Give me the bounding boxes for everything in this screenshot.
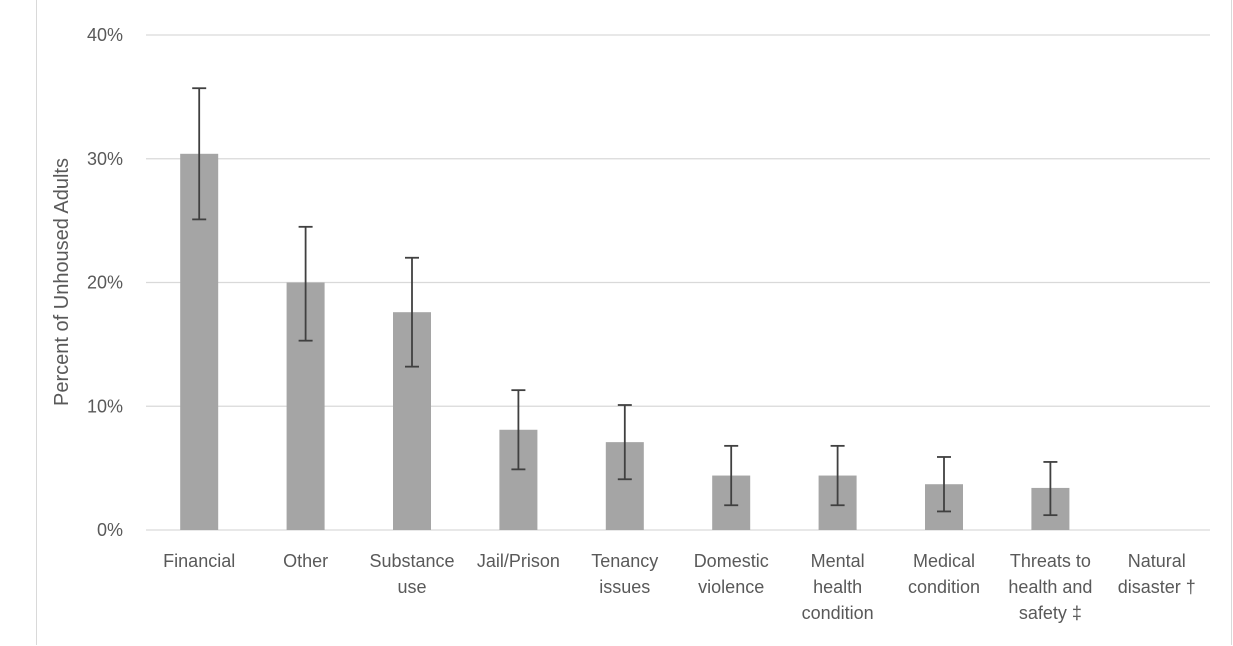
- y-tick-labels: 0% 10% 20% 30% 40%: [87, 25, 123, 540]
- x-tick-label: Financial: [163, 551, 235, 571]
- x-tick-label: Other: [283, 551, 328, 571]
- x-tick-label-line: Tenancy: [591, 551, 658, 571]
- x-tick-label: Domestic violence: [694, 551, 769, 597]
- x-tick-label-line: Threats to: [1010, 551, 1091, 571]
- x-tick-labels: Financial Other Substance use Jail/Prison Ten…: [163, 551, 1196, 623]
- y-tick-label: 20%: [87, 273, 123, 293]
- x-tick-label-line: condition: [802, 603, 874, 623]
- y-axis-label: Percent of Unhoused Adults: [51, 158, 73, 406]
- x-tick-label: Tenancy issues: [591, 551, 658, 597]
- y-tick-label: 40%: [87, 25, 123, 45]
- x-tick-label: Medical condition: [908, 551, 980, 597]
- x-tick-label: Substance use: [369, 551, 454, 597]
- x-tick-label-line: Mental: [811, 551, 865, 571]
- x-tick-label-line: health: [813, 577, 862, 597]
- x-tick-label-line: Medical: [913, 551, 975, 571]
- x-tick-label-line: Substance: [369, 551, 454, 571]
- y-tick-label: 10%: [87, 396, 123, 416]
- y-tick-label: 30%: [87, 149, 123, 169]
- x-tick-label-line: use: [397, 577, 426, 597]
- x-tick-label-line: Other: [283, 551, 328, 571]
- y-tick-label: 0%: [97, 520, 123, 540]
- x-tick-label-line: condition: [908, 577, 980, 597]
- x-tick-label-line: health and: [1008, 577, 1092, 597]
- x-tick-label: Jail/Prison: [477, 551, 560, 571]
- x-tick-label: Threats to health and safety ‡: [1008, 551, 1092, 623]
- x-tick-label-line: issues: [599, 577, 650, 597]
- x-tick-label-line: Jail/Prison: [477, 551, 560, 571]
- x-tick-label-line: Natural: [1128, 551, 1186, 571]
- x-tick-label: Natural disaster †: [1118, 551, 1196, 597]
- x-tick-label-line: Financial: [163, 551, 235, 571]
- x-tick-label-line: safety ‡: [1019, 603, 1082, 623]
- x-tick-label-line: Domestic: [694, 551, 769, 571]
- x-tick-label-line: violence: [698, 577, 764, 597]
- x-tick-label: Mental health condition: [802, 551, 874, 623]
- x-tick-label-line: disaster †: [1118, 577, 1196, 597]
